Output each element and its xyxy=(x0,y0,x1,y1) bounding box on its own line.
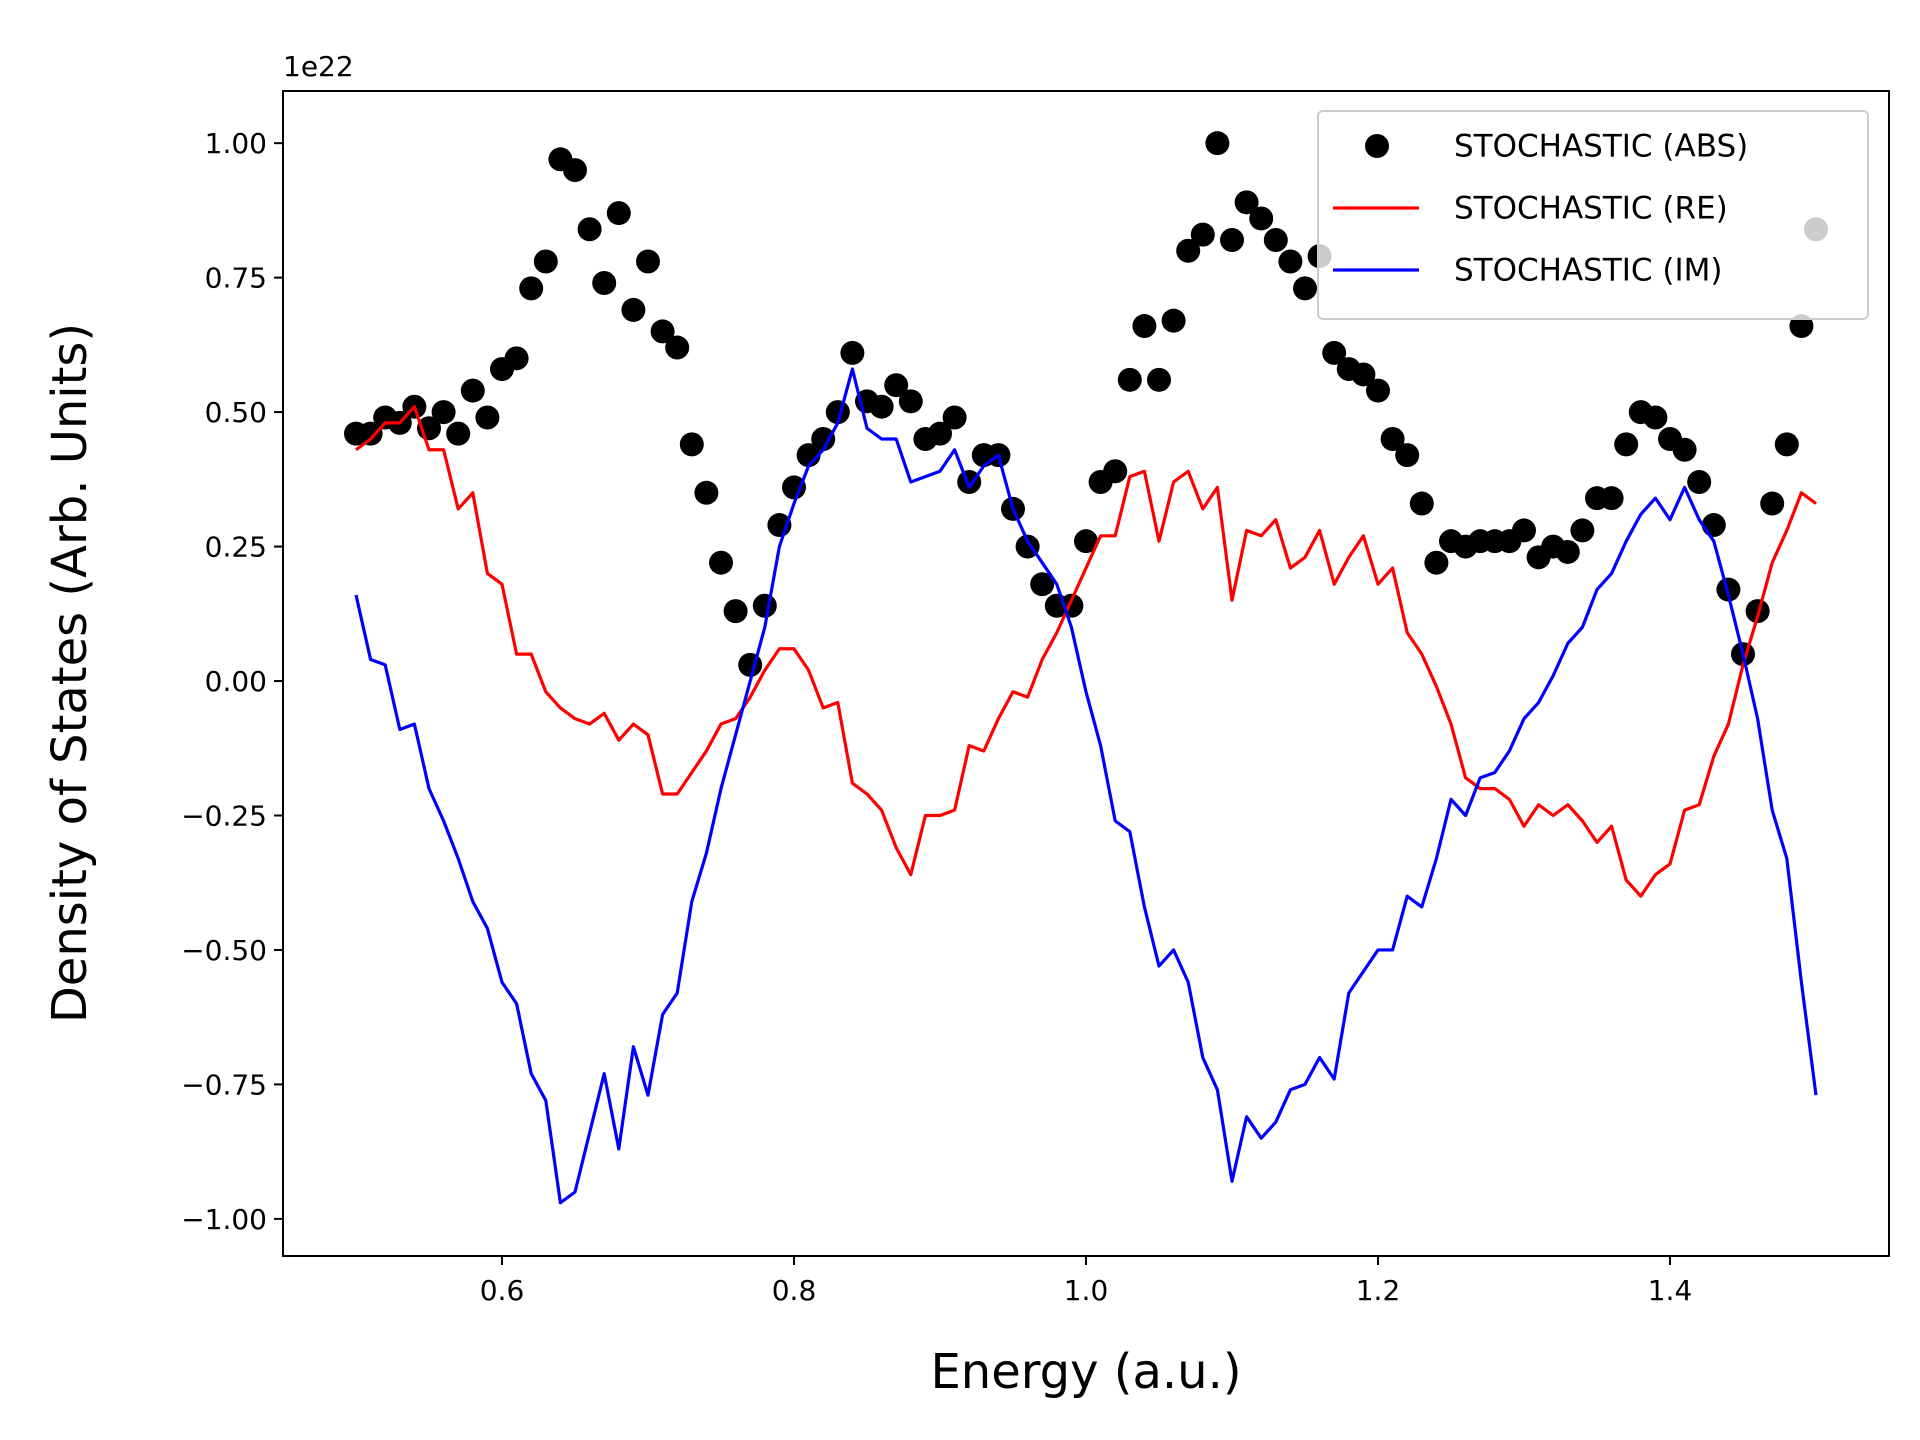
x-tick-label: 1.2 xyxy=(1356,1274,1401,1307)
data-point xyxy=(942,405,967,430)
data-point xyxy=(1190,222,1215,247)
legend-label: STOCHASTIC (ABS) xyxy=(1454,129,1748,165)
data-point xyxy=(533,249,558,274)
y-tick-label: 0.25 xyxy=(205,531,267,564)
y-tick-label: 1.00 xyxy=(205,127,267,160)
legend-marker xyxy=(1365,134,1389,158)
y-axis-label: Density of States (Arb. Units) xyxy=(42,323,98,1023)
data-point xyxy=(1263,227,1288,252)
data-point xyxy=(504,346,529,371)
data-point xyxy=(446,421,471,446)
data-point xyxy=(869,394,894,419)
data-point xyxy=(1570,518,1595,543)
data-point xyxy=(1614,432,1639,457)
data-point xyxy=(650,319,675,344)
data-point xyxy=(1132,314,1157,339)
data-point xyxy=(898,389,923,414)
data-point xyxy=(1234,190,1259,215)
x-tick-label: 0.6 xyxy=(480,1274,525,1307)
legend: STOCHASTIC (ABS) STOCHASTIC (RE) STOCHASTI… xyxy=(1317,110,1869,320)
data-point xyxy=(1774,432,1799,457)
data-point xyxy=(1424,550,1449,575)
legend-box xyxy=(1317,110,1869,320)
data-point xyxy=(840,340,865,365)
plot-frame xyxy=(282,90,1890,1257)
y-tick-label: −0.75 xyxy=(181,1068,267,1101)
data-point xyxy=(1176,238,1201,263)
data-point xyxy=(1074,529,1098,554)
legend-label: STOCHASTIC (RE) xyxy=(1454,191,1728,227)
data-point xyxy=(1205,131,1230,156)
data-point xyxy=(709,550,733,575)
data-point xyxy=(431,400,456,425)
data-point xyxy=(577,217,602,242)
y-tick-label: 0.00 xyxy=(205,665,267,698)
series-line xyxy=(355,405,1817,898)
data-point xyxy=(1366,378,1390,403)
series-line xyxy=(354,367,1818,1205)
data-point xyxy=(592,271,617,296)
data-point xyxy=(460,378,485,403)
y-tick-label: −1.00 xyxy=(181,1203,267,1236)
data-point xyxy=(1701,513,1726,538)
data-point xyxy=(606,201,631,226)
x-tick-label: 1.0 xyxy=(1064,1274,1109,1307)
data-point xyxy=(1030,572,1055,597)
legend-label: STOCHASTIC (IM) xyxy=(1454,253,1723,289)
data-point xyxy=(621,297,646,322)
y-tick-label: −0.25 xyxy=(181,799,267,832)
data-point xyxy=(782,475,806,500)
data-point xyxy=(519,276,544,301)
data-point xyxy=(1672,437,1697,462)
data-point xyxy=(665,335,690,360)
data-point xyxy=(1555,539,1580,564)
data-point xyxy=(928,421,952,446)
data-point xyxy=(1322,340,1347,365)
data-point xyxy=(1789,314,1814,339)
data-point xyxy=(636,249,660,274)
data-point xyxy=(563,158,587,183)
y-offset-label: 1e22 xyxy=(283,50,354,83)
data-point xyxy=(1760,491,1785,516)
data-point xyxy=(723,599,748,624)
data-point xyxy=(1395,443,1420,468)
data-point xyxy=(1278,249,1303,274)
data-point xyxy=(1293,276,1317,301)
data-point xyxy=(1117,367,1142,392)
data-point xyxy=(1687,470,1712,495)
data-point xyxy=(694,480,719,505)
data-point xyxy=(1599,486,1624,511)
data-point xyxy=(1512,518,1536,543)
data-point xyxy=(1147,367,1171,392)
data-point xyxy=(1249,206,1274,231)
y-tick-label: 0.50 xyxy=(205,396,267,429)
data-point xyxy=(1409,491,1434,516)
data-point xyxy=(1643,405,1668,430)
data-point xyxy=(1103,459,1128,484)
x-axis-label: Energy (a.u.) xyxy=(930,1344,1241,1400)
data-point xyxy=(358,421,383,446)
x-tick-label: 0.8 xyxy=(772,1274,817,1307)
x-tick-label: 1.4 xyxy=(1648,1274,1693,1307)
y-tick-label: −0.50 xyxy=(181,934,267,967)
data-point xyxy=(738,652,763,677)
data-point xyxy=(1220,227,1244,252)
data-point xyxy=(1351,362,1376,387)
data-point xyxy=(679,432,704,457)
data-point xyxy=(811,426,836,451)
data-point xyxy=(475,405,500,430)
data-point xyxy=(884,373,909,398)
data-point xyxy=(1380,426,1405,451)
data-point xyxy=(1161,308,1186,333)
y-tick-label: 0.75 xyxy=(205,262,267,295)
data-point xyxy=(752,593,777,618)
